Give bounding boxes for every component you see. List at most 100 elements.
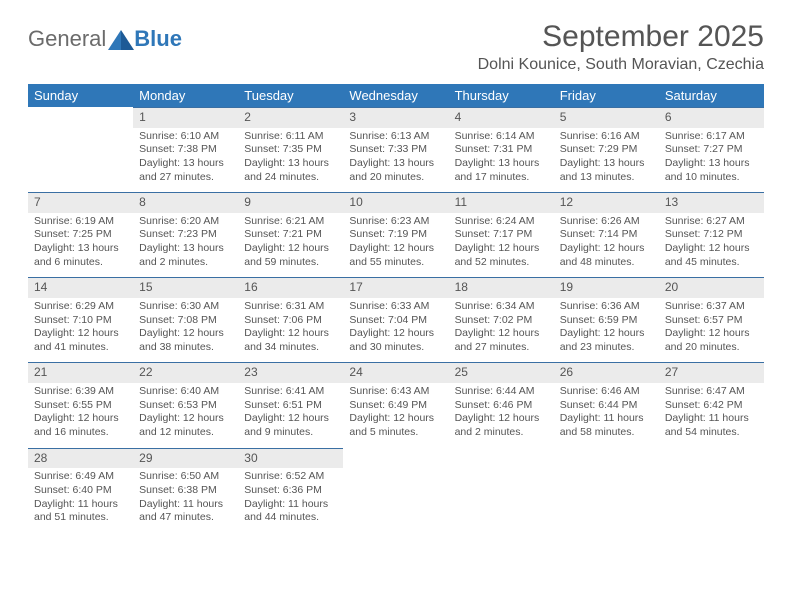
sunset-text: Sunset: 7:33 PM xyxy=(349,143,442,157)
sunset-text: Sunset: 6:42 PM xyxy=(665,399,758,413)
dayname-mon: Monday xyxy=(133,84,238,107)
day-number: 1 xyxy=(133,107,238,128)
sunset-text: Sunset: 7:17 PM xyxy=(455,228,548,242)
calendar-page: General Blue September 2025 Dolni Kounic… xyxy=(0,0,792,533)
day-cell: 20Sunrise: 6:37 AMSunset: 6:57 PMDayligh… xyxy=(659,277,764,362)
daylight-text: Daylight: 12 hours and 27 minutes. xyxy=(455,327,548,354)
sunrise-text: Sunrise: 6:24 AM xyxy=(455,215,548,229)
sunrise-text: Sunrise: 6:47 AM xyxy=(665,385,758,399)
day-cell: 11Sunrise: 6:24 AMSunset: 7:17 PMDayligh… xyxy=(449,192,554,277)
day-number: 5 xyxy=(554,107,659,128)
day-number: 4 xyxy=(449,107,554,128)
daylight-text: Daylight: 13 hours and 27 minutes. xyxy=(139,157,232,184)
daylight-text: Daylight: 13 hours and 17 minutes. xyxy=(455,157,548,184)
daylight-text: Daylight: 12 hours and 20 minutes. xyxy=(665,327,758,354)
day-cell: 22Sunrise: 6:40 AMSunset: 6:53 PMDayligh… xyxy=(133,362,238,447)
sunrise-text: Sunrise: 6:21 AM xyxy=(244,215,337,229)
daylight-text: Daylight: 13 hours and 13 minutes. xyxy=(560,157,653,184)
day-cell: 3Sunrise: 6:13 AMSunset: 7:33 PMDaylight… xyxy=(343,107,448,192)
sunset-text: Sunset: 7:31 PM xyxy=(455,143,548,157)
day-cell: 15Sunrise: 6:30 AMSunset: 7:08 PMDayligh… xyxy=(133,277,238,362)
day-body: Sunrise: 6:16 AMSunset: 7:29 PMDaylight:… xyxy=(554,128,659,193)
day-cell: 5Sunrise: 6:16 AMSunset: 7:29 PMDaylight… xyxy=(554,107,659,192)
dayname-sat: Saturday xyxy=(659,84,764,107)
day-number: 11 xyxy=(449,192,554,213)
day-body: Sunrise: 6:52 AMSunset: 6:36 PMDaylight:… xyxy=(238,468,343,533)
sunrise-text: Sunrise: 6:30 AM xyxy=(139,300,232,314)
dayname-sun: Sunday xyxy=(28,84,133,107)
day-body: Sunrise: 6:36 AMSunset: 6:59 PMDaylight:… xyxy=(554,298,659,363)
sunset-text: Sunset: 7:06 PM xyxy=(244,314,337,328)
day-number: 6 xyxy=(659,107,764,128)
day-cell: 10Sunrise: 6:23 AMSunset: 7:19 PMDayligh… xyxy=(343,192,448,277)
daylight-text: Daylight: 12 hours and 45 minutes. xyxy=(665,242,758,269)
sunset-text: Sunset: 6:55 PM xyxy=(34,399,127,413)
sunset-text: Sunset: 7:19 PM xyxy=(349,228,442,242)
daylight-text: Daylight: 13 hours and 2 minutes. xyxy=(139,242,232,269)
day-body: Sunrise: 6:23 AMSunset: 7:19 PMDaylight:… xyxy=(343,213,448,278)
table-row: 28Sunrise: 6:49 AMSunset: 6:40 PMDayligh… xyxy=(28,448,764,533)
day-body: Sunrise: 6:44 AMSunset: 6:46 PMDaylight:… xyxy=(449,383,554,448)
daylight-text: Daylight: 13 hours and 6 minutes. xyxy=(34,242,127,269)
day-cell: 13Sunrise: 6:27 AMSunset: 7:12 PMDayligh… xyxy=(659,192,764,277)
day-body: Sunrise: 6:24 AMSunset: 7:17 PMDaylight:… xyxy=(449,213,554,278)
sunset-text: Sunset: 7:35 PM xyxy=(244,143,337,157)
day-cell xyxy=(659,448,764,533)
sunset-text: Sunset: 6:40 PM xyxy=(34,484,127,498)
sunset-text: Sunset: 6:36 PM xyxy=(244,484,337,498)
empty-day xyxy=(449,448,554,504)
day-number: 25 xyxy=(449,362,554,383)
day-cell: 7Sunrise: 6:19 AMSunset: 7:25 PMDaylight… xyxy=(28,192,133,277)
sunset-text: Sunset: 6:51 PM xyxy=(244,399,337,413)
daylight-text: Daylight: 12 hours and 16 minutes. xyxy=(34,412,127,439)
day-number: 23 xyxy=(238,362,343,383)
sunset-text: Sunset: 6:44 PM xyxy=(560,399,653,413)
day-cell: 12Sunrise: 6:26 AMSunset: 7:14 PMDayligh… xyxy=(554,192,659,277)
calendar-table: Sunday Monday Tuesday Wednesday Thursday… xyxy=(28,84,764,533)
sunset-text: Sunset: 7:04 PM xyxy=(349,314,442,328)
day-cell: 1Sunrise: 6:10 AMSunset: 7:38 PMDaylight… xyxy=(133,107,238,192)
daylight-text: Daylight: 13 hours and 20 minutes. xyxy=(349,157,442,184)
location-label: Dolni Kounice, South Moravian, Czechia xyxy=(478,56,764,74)
sunrise-text: Sunrise: 6:10 AM xyxy=(139,130,232,144)
day-body: Sunrise: 6:29 AMSunset: 7:10 PMDaylight:… xyxy=(28,298,133,363)
day-body: Sunrise: 6:46 AMSunset: 6:44 PMDaylight:… xyxy=(554,383,659,448)
dayname-fri: Friday xyxy=(554,84,659,107)
sunset-text: Sunset: 7:38 PM xyxy=(139,143,232,157)
day-number: 9 xyxy=(238,192,343,213)
calendar-body: 1Sunrise: 6:10 AMSunset: 7:38 PMDaylight… xyxy=(28,107,764,533)
day-number: 18 xyxy=(449,277,554,298)
day-cell xyxy=(449,448,554,533)
day-cell xyxy=(554,448,659,533)
day-number: 29 xyxy=(133,448,238,469)
day-cell: 26Sunrise: 6:46 AMSunset: 6:44 PMDayligh… xyxy=(554,362,659,447)
day-body: Sunrise: 6:40 AMSunset: 6:53 PMDaylight:… xyxy=(133,383,238,448)
sunrise-text: Sunrise: 6:49 AM xyxy=(34,470,127,484)
day-number: 7 xyxy=(28,192,133,213)
sunset-text: Sunset: 7:29 PM xyxy=(560,143,653,157)
day-cell: 8Sunrise: 6:20 AMSunset: 7:23 PMDaylight… xyxy=(133,192,238,277)
sunset-text: Sunset: 6:46 PM xyxy=(455,399,548,413)
day-number: 30 xyxy=(238,448,343,469)
sunrise-text: Sunrise: 6:11 AM xyxy=(244,130,337,144)
sunset-text: Sunset: 6:53 PM xyxy=(139,399,232,413)
daylight-text: Daylight: 12 hours and 23 minutes. xyxy=(560,327,653,354)
day-number: 3 xyxy=(343,107,448,128)
sunrise-text: Sunrise: 6:36 AM xyxy=(560,300,653,314)
day-body: Sunrise: 6:10 AMSunset: 7:38 PMDaylight:… xyxy=(133,128,238,193)
day-body: Sunrise: 6:34 AMSunset: 7:02 PMDaylight:… xyxy=(449,298,554,363)
sunset-text: Sunset: 7:27 PM xyxy=(665,143,758,157)
sunrise-text: Sunrise: 6:16 AM xyxy=(560,130,653,144)
table-row: 1Sunrise: 6:10 AMSunset: 7:38 PMDaylight… xyxy=(28,107,764,192)
day-cell: 17Sunrise: 6:33 AMSunset: 7:04 PMDayligh… xyxy=(343,277,448,362)
sunrise-text: Sunrise: 6:23 AM xyxy=(349,215,442,229)
day-body: Sunrise: 6:26 AMSunset: 7:14 PMDaylight:… xyxy=(554,213,659,278)
sunset-text: Sunset: 6:49 PM xyxy=(349,399,442,413)
day-cell: 19Sunrise: 6:36 AMSunset: 6:59 PMDayligh… xyxy=(554,277,659,362)
daylight-text: Daylight: 13 hours and 24 minutes. xyxy=(244,157,337,184)
sunrise-text: Sunrise: 6:29 AM xyxy=(34,300,127,314)
logo-mark-icon xyxy=(108,28,134,50)
table-row: 14Sunrise: 6:29 AMSunset: 7:10 PMDayligh… xyxy=(28,277,764,362)
empty-day xyxy=(28,107,133,163)
sunset-text: Sunset: 7:10 PM xyxy=(34,314,127,328)
